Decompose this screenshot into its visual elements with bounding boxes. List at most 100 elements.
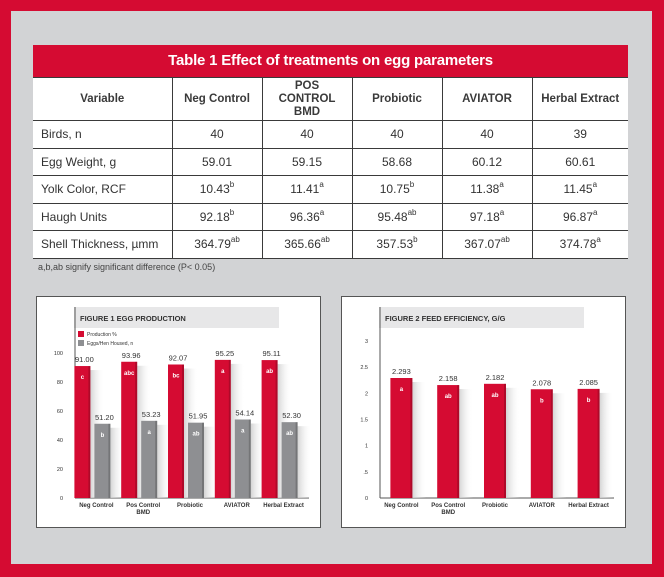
column-header: Neg Control: [171, 77, 263, 121]
cell-value: 92.18: [199, 209, 230, 224]
cell-value: 59.15: [291, 154, 323, 169]
bar-edge: [295, 422, 298, 498]
legend-swatch: [78, 331, 84, 337]
table-cell: 365.66ab: [261, 230, 353, 259]
table-cell: 374.78a: [531, 230, 628, 259]
significance-label: b: [540, 398, 544, 404]
significance-label: a: [241, 428, 245, 434]
table-cell: 367.07ab: [441, 230, 533, 259]
x-tick-label: AVIATOR: [224, 503, 251, 509]
y-tick-label: 2.5: [360, 365, 368, 371]
significance-label: ab: [286, 431, 293, 437]
data-table: Variable Neg Control POS CONTROL BMD Pro…: [33, 77, 628, 259]
cell-value: 11.45: [563, 182, 593, 197]
significance-label: b: [587, 398, 591, 404]
value-label: 2.085: [579, 378, 598, 387]
significance-letter: b: [409, 180, 415, 190]
value-label: 53.23: [142, 410, 161, 419]
value-label: 92.07: [169, 353, 188, 362]
chart-egg-production: FIGURE 1 EGG PRODUCTION 0 20 40 60 80 100 91.00…: [54, 307, 312, 516]
table-row: Egg Weight, g 59.01 59.15 58.68 60.12 60.61: [33, 147, 628, 176]
significance-label: ab: [266, 369, 273, 375]
significance-letter: a: [499, 180, 504, 190]
significance-letter: a: [319, 207, 325, 217]
table-cell: 39: [531, 120, 628, 149]
cell-value: 364.79: [194, 237, 231, 252]
cell-value: 58.68: [381, 154, 413, 169]
bar-edge: [228, 359, 231, 498]
x-tick-label: Herbal Extract: [263, 503, 304, 509]
table-cell: 96.36a: [261, 202, 353, 231]
table-cell: 59.15: [261, 147, 353, 176]
legend-label: Eggs/Hen Housed, n: [87, 341, 133, 347]
value-label: 2.078: [532, 378, 551, 387]
bar: [437, 385, 460, 498]
cell-value: 10.75: [379, 182, 410, 197]
table-cell: 40: [261, 120, 353, 149]
significance-label: abc: [124, 371, 135, 377]
bar-edge: [504, 383, 506, 498]
column-header: Herbal Extract: [531, 77, 628, 121]
significance-label: a: [221, 369, 225, 375]
bar: [577, 388, 600, 498]
value-label: 2.158: [439, 374, 458, 383]
bar-shadow: [459, 389, 474, 498]
x-tick-label-line2: BMD: [136, 510, 150, 516]
cell-value: 357.53: [376, 237, 414, 252]
legend-label: Production %: [87, 332, 117, 338]
cell-value: 10.43: [199, 182, 230, 197]
title-band: [379, 307, 584, 328]
value-label: 51.95: [189, 412, 208, 421]
cell-value: 59.01: [201, 154, 233, 169]
bar-edge: [457, 385, 460, 498]
row-variable: Egg Weight, g: [33, 147, 173, 176]
bar: [234, 419, 251, 498]
value-label: 2.293: [392, 367, 411, 376]
y-tick-label: 0: [365, 496, 368, 502]
table-cell: 96.87a: [531, 202, 628, 231]
row-variable: Yolk Color, RCF: [33, 175, 173, 204]
bar-edge: [182, 364, 184, 498]
chart-title: FIGURE 1 EGG PRODUCTION: [80, 314, 186, 323]
bar: [168, 364, 184, 498]
y-tick-label: 100: [54, 351, 63, 357]
cell-value: 97.18: [469, 209, 500, 224]
bar: [188, 422, 204, 498]
column-header: Variable: [33, 77, 173, 121]
bar-shadow: [552, 393, 567, 498]
row-variable: Birds, n: [33, 120, 173, 149]
significance-label: ab: [491, 393, 498, 399]
value-label: 93.96: [122, 351, 141, 360]
table-cell: 58.68: [351, 147, 443, 176]
bar-edge: [202, 422, 204, 498]
bar-edge: [88, 366, 91, 498]
significance-label: bc: [172, 373, 180, 379]
x-tick-label: Neg Control: [384, 503, 419, 509]
table-cell: 364.79ab: [171, 230, 263, 259]
row-variable: Haugh Units: [33, 202, 173, 231]
bar-shadow: [412, 381, 427, 498]
bar-edge: [275, 360, 278, 498]
value-label: 95.11: [262, 349, 280, 358]
y-tick-label: 1: [365, 444, 368, 450]
significance-letter: ab: [230, 235, 240, 245]
bar-edge: [108, 423, 111, 498]
bar-edge: [135, 361, 138, 498]
cell-value: 39: [573, 127, 587, 142]
cell-value: 374.78: [559, 237, 597, 252]
table-title: Table 1 Effect of treatments on egg para…: [33, 45, 628, 77]
significance-label: ab: [192, 432, 199, 438]
significance-letter: ab: [500, 235, 510, 245]
significance-letter: a: [593, 207, 598, 217]
cell-value: 60.61: [565, 154, 596, 169]
table-cell: 10.75b: [351, 175, 443, 204]
significance-label: a: [400, 387, 404, 393]
cell-value: 40: [210, 127, 224, 142]
cell-value: 40: [480, 127, 494, 142]
x-tick-label: Probiotic: [177, 503, 204, 509]
value-label: 91.00: [75, 355, 94, 364]
table-cell: 40: [171, 120, 263, 149]
cell-value: 40: [300, 127, 314, 142]
significance-letter: a: [592, 180, 598, 190]
value-label: 51.20: [95, 413, 114, 422]
